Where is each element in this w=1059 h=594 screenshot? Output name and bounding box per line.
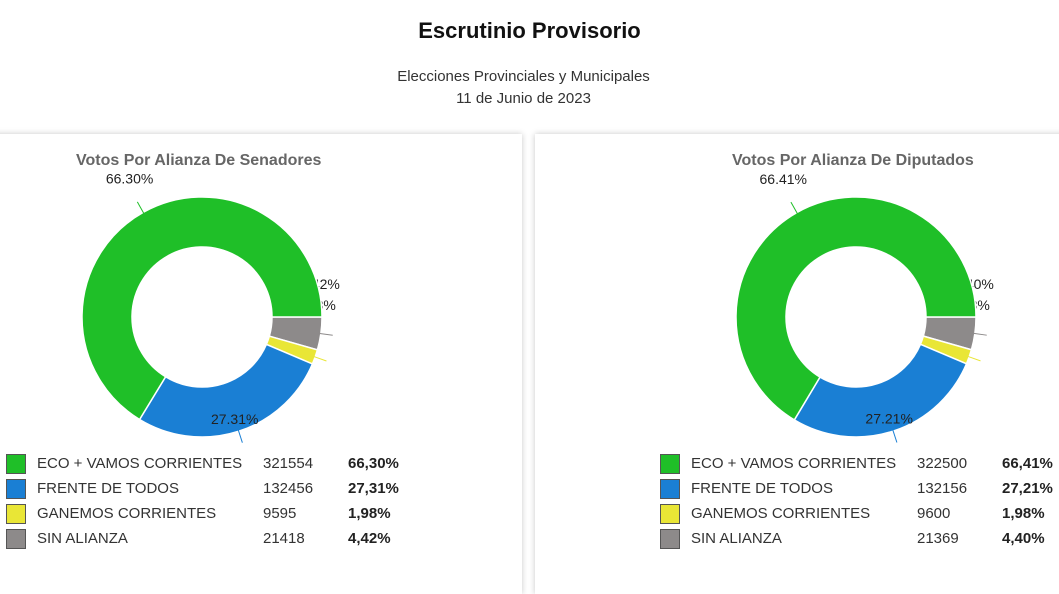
legend-item: ECO + VAMOS CORRIENTES 321554 66,30%	[6, 452, 426, 477]
legend-swatch	[6, 454, 26, 474]
legend-percent: 4,40%	[1002, 530, 1045, 547]
legend-votes: 21369	[917, 530, 959, 547]
legend-votes: 9600	[917, 505, 951, 522]
legend-label: ECO + VAMOS CORRIENTES	[37, 455, 243, 472]
legend-label: GANEMOS CORRIENTES	[37, 505, 217, 522]
chart-title: Votos Por Alianza De Diputados	[732, 152, 974, 169]
legend-label: GANEMOS CORRIENTES	[691, 505, 871, 522]
diputados-chart-card: Votos Por Alianza De Diputados 4.40%1.98…	[535, 134, 1059, 594]
legend-votes: 132156	[917, 480, 968, 497]
legend-label: FRENTE DE TODOS	[691, 480, 833, 497]
legend-item: SIN ALIANZA 21418 4,42%	[6, 527, 426, 552]
page-date: 11 de Junio de 2023	[456, 90, 591, 107]
eco-leader-line	[136, 201, 145, 215]
legend-item: FRENTE DE TODOS 132156 27,21%	[660, 477, 1059, 502]
eco-slice[interactable]	[735, 196, 977, 421]
legend-item: SIN ALIANZA 21369 4,40%	[660, 527, 1059, 552]
legend-swatch	[660, 454, 680, 474]
legend-label: ECO + VAMOS CORRIENTES	[691, 455, 897, 472]
senadores-donut-chart: 4.42%1.98%27.31%66.30%	[81, 171, 340, 443]
legend-swatch	[660, 529, 680, 549]
legend-votes: 9595	[263, 505, 297, 522]
legend-label: SIN ALIANZA	[37, 530, 128, 547]
eco-slice[interactable]	[81, 196, 323, 421]
legend-percent: 1,98%	[1002, 505, 1045, 522]
ganemos-leader-line	[313, 355, 327, 362]
legend-percent: 1,98%	[348, 505, 391, 522]
frente-percent-label: 27.21%	[865, 411, 912, 427]
legend-votes: 322500	[917, 455, 968, 472]
legend-swatch	[6, 479, 26, 499]
legend-item: ECO + VAMOS CORRIENTES 322500 66,41%	[660, 452, 1059, 477]
legend-votes: 132456	[263, 480, 314, 497]
legend-percent: 4,42%	[348, 530, 391, 547]
eco-leader-line	[790, 201, 799, 215]
legend-swatch	[6, 504, 26, 524]
frente-leader-line	[892, 429, 898, 443]
sin-leader-line	[318, 332, 333, 336]
senadores-chart-card: Votos Por Alianza De Senadores 4.42%1.98…	[0, 134, 522, 594]
frente-percent-label: 27.31%	[211, 411, 258, 427]
page-title: Escrutinio Provisorio	[418, 18, 641, 43]
legend-item: GANEMOS CORRIENTES 9600 1,98%	[660, 502, 1059, 527]
diputados-donut-chart: 4.40%1.98%27.21%66.41%	[735, 171, 994, 443]
legend-swatch	[6, 529, 26, 549]
legend-votes: 321554	[263, 455, 314, 472]
legend-votes: 21418	[263, 530, 305, 547]
legend-percent: 27,31%	[348, 480, 399, 497]
ganemos-leader-line	[967, 355, 981, 362]
legend-label: FRENTE DE TODOS	[37, 480, 179, 497]
legend-item: FRENTE DE TODOS 132456 27,31%	[6, 477, 426, 502]
legend-item: GANEMOS CORRIENTES 9595 1,98%	[6, 502, 426, 527]
legend-swatch	[660, 504, 680, 524]
frente-slice[interactable]	[138, 343, 314, 438]
chart-legend: ECO + VAMOS CORRIENTES 322500 66,41% FRE…	[660, 452, 1059, 552]
sin-leader-line	[972, 332, 987, 336]
frente-leader-line	[237, 429, 243, 443]
legend-label: SIN ALIANZA	[691, 530, 782, 547]
legend-percent: 66,30%	[348, 455, 399, 472]
legend-swatch	[660, 479, 680, 499]
page-subtitle: Elecciones Provinciales y Municipales	[397, 68, 650, 85]
eco-percent-label: 66.41%	[760, 171, 807, 187]
frente-slice[interactable]	[793, 343, 968, 438]
legend-percent: 27,21%	[1002, 480, 1053, 497]
eco-percent-label: 66.30%	[106, 171, 153, 187]
chart-title: Votos Por Alianza De Senadores	[76, 152, 322, 169]
legend-percent: 66,41%	[1002, 455, 1053, 472]
chart-legend: ECO + VAMOS CORRIENTES 321554 66,30% FRE…	[6, 452, 426, 552]
